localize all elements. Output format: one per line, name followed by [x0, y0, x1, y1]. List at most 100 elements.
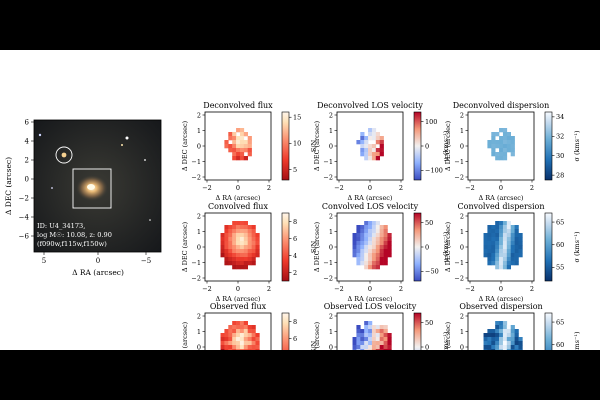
map-pixel	[224, 253, 229, 258]
cutout-ytick-label: 2	[25, 157, 29, 165]
map-pixel	[487, 253, 492, 258]
colorbar-tick-label: 6	[293, 335, 297, 343]
map-pixel	[251, 253, 256, 258]
map-pixel	[371, 329, 377, 334]
map-pixel	[375, 337, 380, 342]
panel-xlabel: Δ RA (arcsec)	[479, 295, 524, 303]
map-pixel	[220, 341, 225, 346]
colorbar-tick-label: −50	[425, 268, 439, 276]
map-pixel	[383, 237, 388, 242]
map-pixel	[483, 237, 488, 242]
panel-ytick-label: −1	[454, 259, 464, 267]
panel-ylabel: Δ DEC (arcsec)	[181, 321, 189, 350]
cutout-axis-ticks: 5 0 −5 6 4 2 0 −2 −4 −6	[19, 119, 151, 266]
map-pixel	[495, 229, 500, 234]
map-pixel	[510, 144, 515, 149]
map-pixel	[510, 140, 515, 145]
map-pixel	[224, 144, 229, 149]
map-pixel	[239, 249, 245, 254]
map-pixel	[375, 156, 380, 161]
map-pixel	[236, 233, 241, 238]
map-pixel	[360, 341, 365, 346]
map-pixel	[510, 341, 515, 346]
map-pixel	[255, 253, 260, 258]
map-pixel	[379, 349, 384, 354]
map-pixel	[247, 257, 252, 262]
panel-convolved-los-velocity: Convolved LOS velocity −2 0 2 Δ RA (arcsec) 2…	[313, 202, 450, 303]
map-pixel	[483, 245, 488, 250]
map-pixel	[499, 337, 504, 342]
map-pixel	[514, 241, 519, 246]
map-pixel	[360, 345, 365, 350]
map-pixel	[243, 325, 248, 330]
map-pixel	[368, 128, 373, 133]
map-pixel	[506, 136, 511, 141]
panel-title: Observed flux	[210, 302, 267, 311]
map-pixel	[506, 245, 511, 250]
map-pixel	[247, 148, 252, 153]
map-pixel	[368, 152, 373, 157]
map-pixel	[368, 321, 373, 326]
map-pixel	[379, 329, 384, 334]
map-pixel	[247, 325, 252, 330]
map-pixel	[228, 241, 233, 246]
cutout-ytick-label: 0	[25, 176, 29, 184]
panel-ytick-label: 0	[197, 142, 201, 150]
map-pixel	[368, 132, 373, 137]
map-pixel	[220, 253, 225, 258]
colorbar	[544, 212, 553, 282]
map-pixel	[239, 329, 245, 334]
map-pixel	[239, 221, 245, 226]
map-pixel	[239, 261, 245, 266]
map-pixel	[371, 233, 377, 238]
map-pixel	[255, 333, 260, 338]
map-pixel	[236, 341, 241, 346]
map-pixel	[364, 237, 369, 242]
map-pixel	[224, 257, 229, 262]
panel-ylabel: Δ DEC (arcsec)	[444, 221, 452, 272]
map-pixel	[236, 128, 241, 133]
map-pixel	[232, 325, 237, 330]
colorbar-tick-label: 6	[293, 235, 297, 243]
map-pixel	[491, 249, 496, 254]
map-pixel	[228, 345, 233, 350]
map-pixel	[236, 261, 241, 266]
map-pixel	[224, 233, 229, 238]
map-pixel	[232, 229, 237, 234]
map-pixel	[236, 237, 241, 242]
map-pixel	[239, 136, 245, 141]
map-pixel	[364, 337, 369, 342]
map-pixel	[375, 257, 380, 262]
map-pixel	[251, 237, 256, 242]
colorbar	[413, 312, 422, 382]
colorbar-tick-label: 0	[425, 243, 429, 251]
map-pixel	[255, 345, 260, 350]
map-pixel	[491, 229, 496, 234]
map-pixel	[379, 237, 384, 242]
map-pixel	[375, 325, 380, 330]
map-pixel	[243, 257, 248, 262]
cutout-ytick-label: 4	[25, 138, 30, 146]
map-pixel	[243, 132, 248, 137]
colorbar-label: σ (kms⁻¹)	[573, 130, 581, 162]
map-pixel	[483, 345, 488, 350]
map-pixel	[506, 345, 511, 350]
map-pixel	[360, 237, 365, 242]
map-pixel	[491, 337, 496, 342]
panel-ytick-label: 0	[329, 142, 333, 150]
map-pixel	[232, 221, 237, 226]
colorbar-tick-label: 2	[293, 269, 297, 277]
map-pixel	[487, 144, 492, 149]
panel-title: Observed LOS velocity	[324, 302, 417, 311]
cutout-companion	[61, 152, 67, 158]
map-pixel	[514, 333, 519, 338]
map-pixel	[510, 237, 515, 242]
map-pixel	[510, 233, 515, 238]
map-pixel	[495, 253, 500, 258]
map-pixel	[247, 349, 252, 354]
panel-deconvolved-flux: Deconvolved flux−2 0 2Δ RA (arcsec)210−1−2…	[181, 101, 318, 202]
map-pixel	[251, 257, 256, 262]
map-pixel	[491, 245, 496, 250]
map-pixel	[368, 245, 373, 250]
map-pixel	[247, 225, 252, 230]
